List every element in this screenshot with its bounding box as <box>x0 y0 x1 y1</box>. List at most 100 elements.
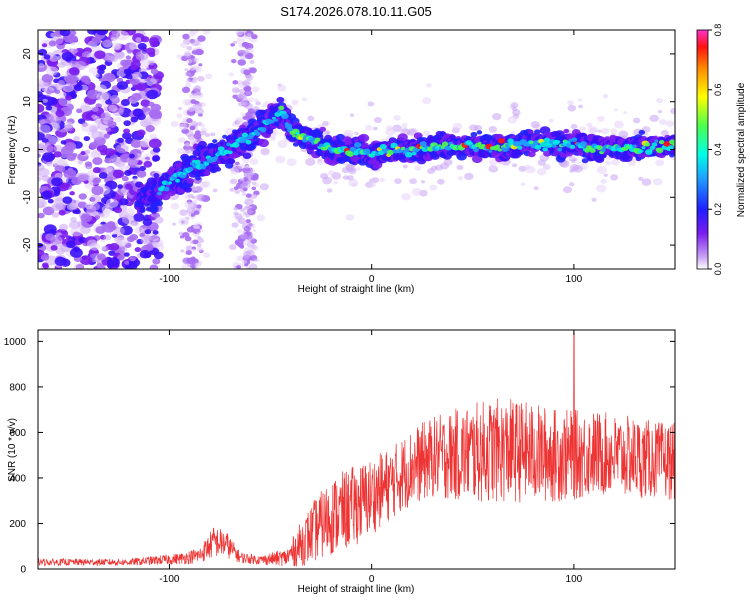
spectrogram-cell <box>237 229 242 234</box>
spectrogram-cell <box>346 151 354 157</box>
spectrogram-cell <box>488 149 493 153</box>
spectrogram-cell <box>346 175 354 181</box>
spectrogram-cell <box>555 140 561 144</box>
spectrogram-cell <box>45 66 59 76</box>
spectrogram-cell <box>232 80 239 85</box>
spectrogram-cell <box>53 151 62 158</box>
spectrogram-cell <box>397 133 408 142</box>
spectrogram-cell <box>139 250 151 259</box>
spectrogram-cell <box>194 108 201 114</box>
spectrogram-cell <box>149 109 163 120</box>
spectrogram-cell <box>530 121 540 129</box>
spectrogram-cell <box>139 205 146 211</box>
spectrogram-cell <box>603 173 608 177</box>
spectrogram-cell <box>213 155 219 160</box>
snr-x-label: Height of straight line (km) <box>298 584 415 595</box>
spectrogram-cell <box>120 188 127 194</box>
spectrogram-cell <box>176 147 185 155</box>
spectrogram-cell <box>94 50 106 60</box>
spectrogram-cell <box>38 63 45 68</box>
spectrogram-cell <box>512 109 521 116</box>
spectrogram-cell <box>189 240 195 244</box>
spectrogram-cell <box>536 168 547 176</box>
spectrogram-cell <box>66 202 78 211</box>
spectrogram-cell <box>101 205 113 214</box>
spectrogram-cell <box>53 78 60 84</box>
spectrogram-cell <box>441 141 449 147</box>
spectrogram-cell <box>230 43 235 47</box>
spectrogram-cell <box>251 186 257 191</box>
spectrogram-cell <box>96 253 106 261</box>
spectrogram-cell <box>244 165 250 169</box>
spectrogram-cell <box>670 107 675 115</box>
spectrogram-cell <box>649 145 656 150</box>
spectrogram-cell <box>196 243 202 248</box>
spectrogram-cell <box>43 86 55 95</box>
spectrogram-cell <box>212 188 218 193</box>
spectrogram-cell <box>152 155 161 162</box>
spectrogram-cell <box>126 236 135 243</box>
y-tick-label: 20 <box>22 48 33 60</box>
spectrogram-cell <box>186 257 196 265</box>
spectrogram-cell <box>107 120 117 128</box>
spectrogram-cell <box>91 114 97 119</box>
spectrogram-cell <box>277 140 288 149</box>
spectrogram-cell <box>178 217 189 226</box>
colorbar-tick-label: 0.4 <box>713 143 723 156</box>
spectrogram-cell <box>47 198 54 204</box>
y-tick-label: 0 <box>22 146 33 152</box>
spectrogram-cell <box>186 178 195 184</box>
spectrogram-cell <box>178 231 184 236</box>
spectrogram-cell <box>275 155 286 164</box>
spectrogram-cell <box>252 182 260 188</box>
spectrogram-cell <box>123 120 131 127</box>
spectrogram-cell <box>107 257 120 268</box>
spectrogram-cell <box>236 265 242 269</box>
spectrogram-cell <box>248 97 255 103</box>
spectrogram-cell <box>51 203 61 212</box>
spectrogram-cell <box>249 60 255 64</box>
spectrogram-cell <box>242 152 252 160</box>
spectrogram-cell <box>74 60 87 71</box>
spectrogram-cell <box>148 138 162 149</box>
colorbar-ticks: 0.0 0.2 0.4 0.6 0.8 <box>708 24 723 275</box>
spectrogram-cell <box>124 208 135 217</box>
spectrogram-cell <box>100 111 111 120</box>
spectrogram-cell <box>252 229 257 233</box>
spectrogram-cell <box>244 198 250 203</box>
spectrogram-cell <box>193 210 200 215</box>
spectrogram-cell <box>179 41 188 48</box>
spectrogram-cell <box>248 67 257 74</box>
spectrogram-cell <box>42 262 49 268</box>
spectrogram-cell <box>181 86 191 94</box>
spectrogram-cell <box>495 144 501 149</box>
spectrogram-cell <box>235 30 243 36</box>
spectrogram-cell <box>610 128 618 135</box>
spectrogram-cell <box>170 120 179 127</box>
spectrogram-cell <box>234 240 240 245</box>
spectrogram-cell <box>239 177 245 181</box>
spectrogram-cell <box>80 213 92 223</box>
spectrogram-cell <box>427 168 435 175</box>
y-tick-label: -10 <box>22 190 33 205</box>
spectrogram-cell <box>152 230 159 235</box>
spectrogram-cell <box>657 110 662 114</box>
spectrogram-cell <box>95 226 106 234</box>
spectrogram-cell <box>152 258 161 265</box>
spectrogram-cell <box>596 184 607 193</box>
spectrogram-cell <box>84 149 91 154</box>
spectrogram-cell <box>578 104 584 109</box>
spectrogram-cell <box>639 149 644 153</box>
spectrogram-cell <box>364 124 373 131</box>
spectrogram-cell <box>497 138 506 144</box>
spectrogram-cell <box>57 158 68 167</box>
spectrogram-cell <box>245 213 251 218</box>
spectrogram-cell <box>70 216 77 223</box>
spectrogram-cell <box>246 209 254 214</box>
spectrogram-heatmap <box>38 30 675 269</box>
spectrogram-cell <box>141 36 150 43</box>
spectrogram-cell <box>115 236 129 247</box>
spectrogram-cell <box>249 158 259 165</box>
spectrogram-cell <box>124 252 130 257</box>
spectrogram-cell <box>54 256 67 266</box>
